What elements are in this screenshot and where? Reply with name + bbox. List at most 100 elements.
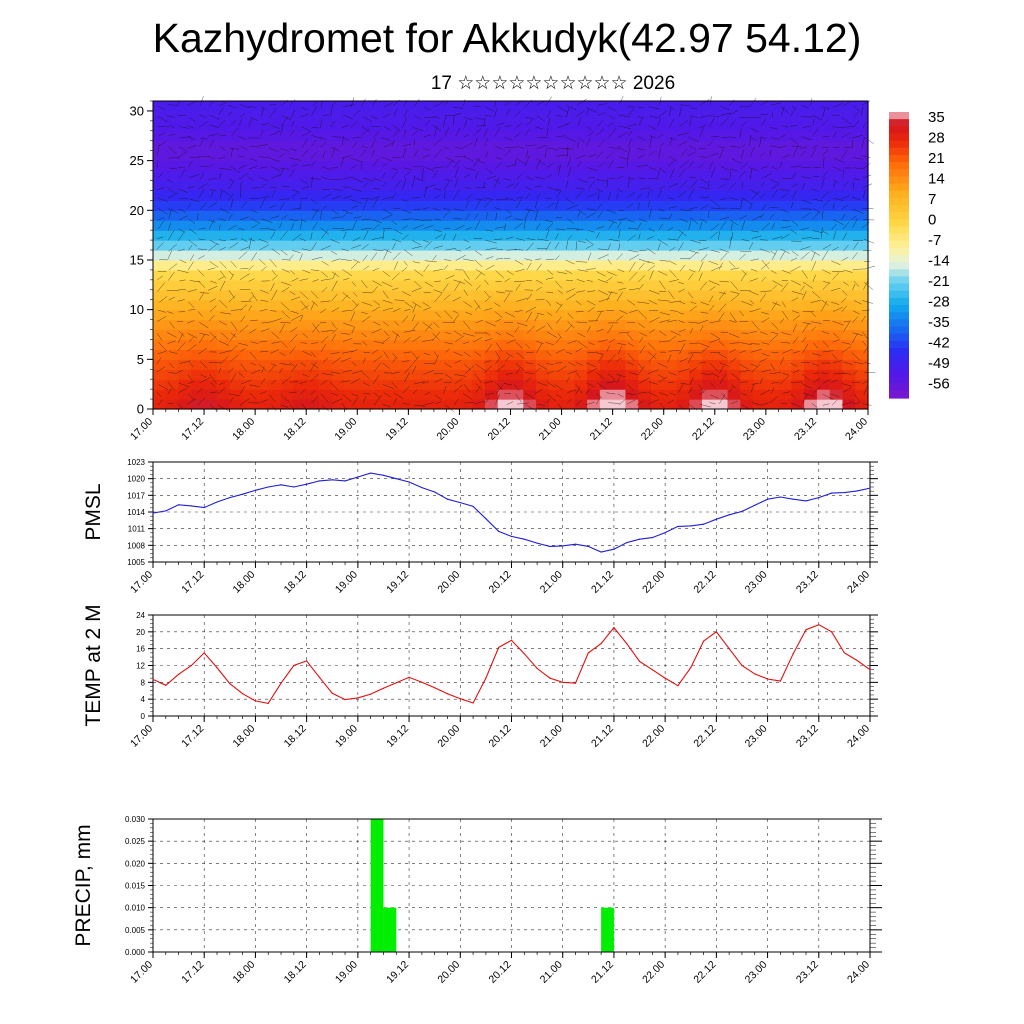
heatmap-cell xyxy=(357,101,371,112)
heatmap-cell xyxy=(242,180,256,192)
heatmap-cell xyxy=(318,200,333,211)
heatmap-cell xyxy=(216,220,231,231)
heatmap-cell xyxy=(395,329,409,341)
wind-barb xyxy=(157,350,167,354)
heatmap-cell xyxy=(153,220,167,231)
wind-barb xyxy=(269,365,275,373)
wind-barb xyxy=(618,114,631,118)
heatmap-cell xyxy=(318,230,333,241)
wind-barb xyxy=(792,315,801,321)
wind-barb xyxy=(842,386,852,393)
wind-barb xyxy=(463,341,470,345)
wind-barb xyxy=(382,162,388,167)
wind-barb xyxy=(229,396,234,404)
wind-barb xyxy=(649,208,652,219)
heatmap-cell xyxy=(216,180,231,192)
wind-barb xyxy=(820,227,823,239)
heatmap-cell xyxy=(765,160,780,172)
data-point xyxy=(421,681,423,683)
heatmap-cell xyxy=(804,160,818,172)
heatmap-cell xyxy=(280,200,295,211)
wind-barb xyxy=(228,213,233,220)
wind-barb xyxy=(657,170,660,179)
heatmap-cell xyxy=(497,210,512,221)
colorbar-segment xyxy=(889,212,909,220)
wind-barb xyxy=(514,310,523,313)
wind-barb xyxy=(401,209,412,214)
wind-barb xyxy=(167,230,175,241)
precip-ylabel: PRECIP, mm xyxy=(72,824,95,946)
wind-barb xyxy=(749,278,759,282)
wind-barb xyxy=(780,106,789,114)
heatmap-cell xyxy=(331,369,346,380)
heatmap-cell xyxy=(548,220,563,231)
wind-barb xyxy=(514,259,523,265)
heatmap-cell xyxy=(523,130,537,142)
wind-barb xyxy=(781,282,789,292)
heatmap-cell xyxy=(510,210,524,221)
wind-barb xyxy=(769,396,779,404)
wind-barb xyxy=(689,180,698,190)
heatmap-cell xyxy=(280,230,295,241)
y-tick-label: 8 xyxy=(141,678,146,687)
wind-barb xyxy=(249,393,257,400)
wind-barb xyxy=(514,248,524,251)
wind-barb xyxy=(761,259,770,270)
wind-barb xyxy=(790,257,798,261)
wind-barb xyxy=(730,168,738,172)
heatmap-cell xyxy=(497,329,512,341)
wind-barb xyxy=(616,253,623,261)
heatmap-cell xyxy=(791,240,805,251)
heatmap-cell xyxy=(791,359,805,370)
wind-barb xyxy=(422,339,434,342)
wind-barb xyxy=(832,197,844,201)
heatmap-cell xyxy=(242,359,256,370)
colorbar-segment xyxy=(889,355,909,363)
heatmap-cell xyxy=(382,269,397,281)
wind-barb xyxy=(596,179,607,182)
wind-barb xyxy=(310,269,320,271)
heatmap-cell xyxy=(714,309,729,321)
heatmap-cell xyxy=(484,220,499,231)
wind-barb xyxy=(197,387,203,394)
wind-barb xyxy=(392,252,401,261)
wind-barb xyxy=(445,248,456,251)
x-tick-label: 17.12 xyxy=(179,416,206,443)
wind-barb xyxy=(688,321,700,324)
wind-barb xyxy=(300,218,307,223)
heatmap-cell xyxy=(791,279,805,291)
heatmap-cell xyxy=(306,309,320,321)
heatmap-cell xyxy=(599,230,614,241)
wind-barb xyxy=(751,364,761,373)
heatmap-cell xyxy=(497,299,512,311)
wind-barb xyxy=(597,112,606,116)
heatmap-cell xyxy=(382,200,397,211)
heatmap-cell xyxy=(331,250,346,261)
wind-barb xyxy=(210,191,214,198)
heatmap-cell xyxy=(446,180,461,192)
wind-barb xyxy=(791,184,798,188)
wind-barb xyxy=(537,238,549,241)
heatmap-cell xyxy=(357,210,371,221)
heatmap-cell xyxy=(395,399,409,410)
heatmap-cell xyxy=(242,389,256,400)
heatmap-cell xyxy=(791,369,805,380)
wind-barb xyxy=(864,362,871,365)
wind-barb xyxy=(730,222,733,231)
heatmap-cell xyxy=(753,200,767,211)
heatmap-cell xyxy=(344,369,358,380)
wind-barb xyxy=(546,381,557,388)
heatmap-cell xyxy=(510,110,524,122)
wind-barb xyxy=(718,291,726,300)
wind-barb xyxy=(474,351,482,357)
heatmap-cell xyxy=(446,299,461,311)
wind-barb xyxy=(800,150,806,157)
wind-barb xyxy=(494,100,496,108)
heatmap-cell xyxy=(548,389,563,400)
heatmap-cell xyxy=(548,329,563,341)
heatmap-cell xyxy=(536,240,550,251)
heatmap-cell xyxy=(548,210,563,221)
wind-barb xyxy=(567,340,578,344)
heatmap-cell xyxy=(357,130,371,142)
heatmap-cell xyxy=(318,190,333,201)
